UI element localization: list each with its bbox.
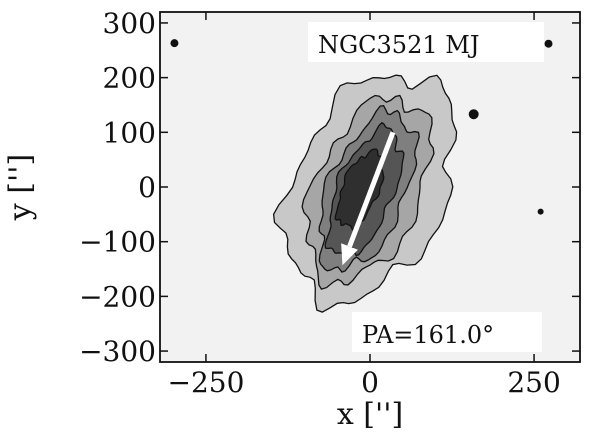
axis-ticks <box>160 12 580 362</box>
y-tick-label: 100 <box>103 116 156 149</box>
contour-level-5 <box>334 148 385 232</box>
x-tick-label: 250 <box>507 366 560 399</box>
galaxy-label: NGC3521 MJ <box>318 31 479 59</box>
pa-label-background <box>352 312 542 352</box>
point-source-1 <box>170 39 179 48</box>
y-tick-label: 200 <box>103 62 156 95</box>
y-tick-label: −100 <box>79 226 156 259</box>
position-angle-arrow <box>341 131 396 266</box>
y-axis-label: y [''] <box>3 154 38 221</box>
contour-layers <box>272 74 458 313</box>
y-tick-label: 300 <box>103 7 156 40</box>
point-source-2 <box>544 39 553 48</box>
x-axis-label: x [''] <box>337 397 403 432</box>
point-sources <box>170 39 553 215</box>
x-tick-label: −250 <box>167 366 244 399</box>
pa-label: PA=161.0° <box>362 321 494 349</box>
point-source-4 <box>537 208 544 215</box>
tick-labels: −250 0 250 300 200 100 0 −100 −200 −300 <box>79 7 561 399</box>
point-source-3 <box>468 109 479 120</box>
arrow-shaft <box>347 131 396 248</box>
x-tick-label: 0 <box>361 366 379 399</box>
y-tick-label: 0 <box>138 171 156 204</box>
galaxy-label-background <box>308 22 544 62</box>
y-tick-label: −200 <box>79 280 156 313</box>
arrow-head <box>341 243 358 266</box>
y-tick-label: −300 <box>79 335 156 368</box>
